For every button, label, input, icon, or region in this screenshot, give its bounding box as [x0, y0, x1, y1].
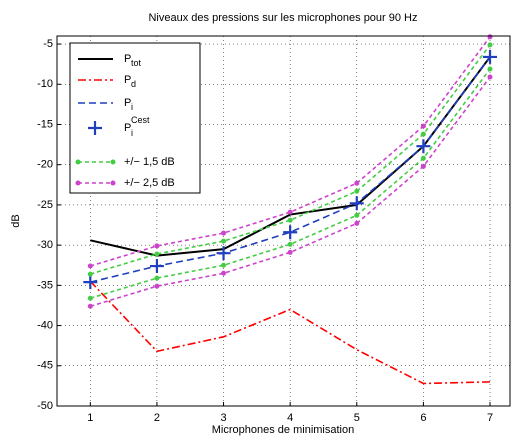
x-tick-label: 2 — [154, 412, 160, 424]
legend-sub: tot — [131, 58, 142, 68]
legend-label: +/− 1,5 dB — [124, 156, 175, 168]
marker — [349, 196, 364, 211]
marker — [487, 34, 493, 40]
marker — [154, 251, 160, 257]
legend-marker — [110, 180, 116, 186]
marker — [487, 66, 493, 72]
marker — [287, 209, 293, 215]
chart-title: Niveaux des pressions sur les microphone… — [148, 12, 417, 24]
marker — [287, 217, 293, 223]
marker — [87, 295, 93, 301]
x-tick-label: 4 — [287, 412, 293, 424]
legend-label: PCest i — [124, 115, 150, 138]
marker — [354, 180, 360, 186]
legend-label: Ptot — [124, 53, 142, 68]
marker — [221, 238, 227, 244]
legend-box — [69, 42, 201, 194]
marker — [87, 271, 93, 277]
legend-marker — [110, 159, 116, 165]
y-axis-label: dB — [10, 214, 22, 227]
y-tick-label: -5 — [43, 38, 53, 50]
y-tick-label: -30 — [37, 239, 53, 251]
legend-name: P — [124, 97, 131, 109]
marker — [83, 275, 98, 290]
marker — [287, 241, 293, 247]
marker — [416, 139, 431, 154]
legend-label: +/− 2,5 dB — [124, 177, 175, 189]
legend-marker — [75, 159, 81, 165]
marker — [287, 249, 293, 255]
marker — [420, 123, 426, 129]
marker — [354, 188, 360, 194]
legend-name: +/− 1,5 dB — [124, 156, 175, 168]
marker — [221, 262, 227, 268]
marker — [420, 163, 426, 169]
legend-marker — [88, 121, 102, 135]
legend-name: P — [124, 122, 131, 134]
marker — [420, 155, 426, 161]
legend-sub: i — [131, 102, 133, 112]
marker — [154, 275, 160, 281]
y-tick-label: -45 — [37, 360, 53, 372]
marker — [221, 230, 227, 236]
legend-label: Pd — [124, 74, 136, 89]
marker — [420, 131, 426, 137]
marker — [87, 303, 93, 309]
legend-name: +/− 2,5 dB — [124, 177, 175, 189]
marker — [154, 243, 160, 249]
x-axis-label: Microphones de minimisation — [212, 424, 354, 436]
axes-frame — [56, 35, 511, 407]
marker — [483, 49, 498, 64]
x-tick-label: 5 — [354, 412, 360, 424]
y-tick-label: -50 — [37, 400, 53, 412]
legend-name: P — [124, 53, 131, 65]
marker — [149, 259, 164, 274]
marker — [354, 220, 360, 226]
marker — [487, 42, 493, 48]
marker — [87, 263, 93, 269]
x-tick-label: 1 — [87, 412, 93, 424]
marker — [216, 246, 231, 261]
line — [89, 280, 491, 385]
y-tick-label: -10 — [37, 78, 53, 90]
y-tick-label: -40 — [37, 319, 53, 331]
marker — [354, 212, 360, 218]
y-tick-label: -15 — [37, 118, 53, 130]
y-tick-label: -25 — [37, 199, 53, 211]
x-tick-label: 6 — [420, 412, 426, 424]
marker — [487, 74, 493, 80]
marker — [221, 270, 227, 276]
x-tick-label: 7 — [487, 412, 493, 424]
legend-sub: d — [131, 79, 136, 89]
legend-marker — [75, 180, 81, 186]
x-tick-label: 3 — [220, 412, 226, 424]
marker — [283, 225, 298, 240]
marker — [154, 283, 160, 289]
y-tick-label: -35 — [37, 279, 53, 291]
legend-label: Pi — [124, 97, 133, 112]
legend-sup: Cest — [131, 115, 150, 125]
legend-sub: i — [131, 128, 133, 138]
y-tick-label: -20 — [37, 159, 53, 171]
legend-name: P — [124, 74, 131, 86]
